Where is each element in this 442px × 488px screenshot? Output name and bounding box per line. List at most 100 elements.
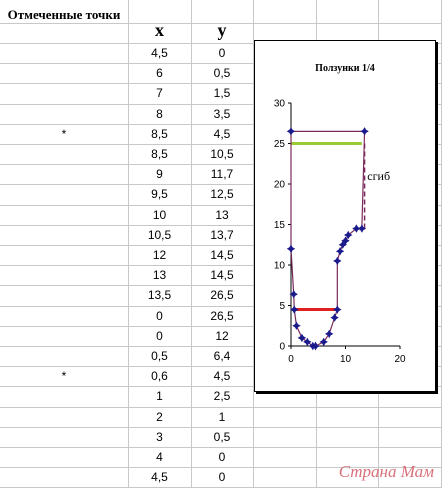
data-point bbox=[344, 230, 353, 240]
y-tick-label: 0 bbox=[279, 342, 285, 353]
grid-row-line bbox=[0, 184, 442, 185]
series-line bbox=[290, 130, 366, 347]
y-cell[interactable]: 12,5 bbox=[210, 187, 234, 201]
x-cell[interactable]: 7 bbox=[156, 86, 163, 100]
x-tick-label: 20 bbox=[394, 354, 406, 365]
x-cell[interactable]: 0 bbox=[156, 309, 163, 323]
grid-column-line bbox=[191, 0, 192, 488]
marked-point-cell[interactable] bbox=[0, 447, 128, 467]
data-point bbox=[286, 244, 296, 253]
marked-point-cell[interactable]: * bbox=[61, 369, 67, 383]
x-cell[interactable]: 1 bbox=[156, 389, 163, 403]
grid-row-line bbox=[0, 306, 442, 307]
marked-point-cell[interactable] bbox=[0, 285, 128, 305]
y-cell[interactable]: 4,5 bbox=[213, 369, 231, 383]
annotation-label: сгиб bbox=[367, 169, 390, 183]
y-cell[interactable]: 13,7 bbox=[210, 228, 234, 242]
y-cell[interactable]: 14,5 bbox=[210, 268, 234, 282]
grid-row-line bbox=[0, 124, 442, 125]
marked-point-cell[interactable] bbox=[0, 306, 128, 326]
data-point bbox=[319, 337, 328, 347]
x-cell[interactable]: 13 bbox=[152, 268, 167, 282]
y-cell[interactable]: 11,7 bbox=[210, 167, 234, 181]
y-cell[interactable]: 0,5 bbox=[213, 66, 231, 80]
x-cell[interactable]: 4,5 bbox=[151, 470, 168, 484]
marked-point-cell[interactable] bbox=[0, 467, 128, 487]
x-cell[interactable]: 6 bbox=[156, 66, 163, 80]
x-cell[interactable]: 4,5 bbox=[151, 46, 168, 60]
x-tick-label: 10 bbox=[340, 354, 352, 365]
marked-point-cell[interactable] bbox=[0, 205, 128, 225]
watermark: Страна Мам bbox=[338, 462, 434, 481]
marked-point-cell[interactable] bbox=[0, 83, 128, 103]
marked-point-cell[interactable] bbox=[0, 265, 128, 285]
y-cell[interactable]: 6,4 bbox=[213, 349, 231, 363]
x-cell[interactable]: 8 bbox=[156, 107, 163, 121]
y-cell[interactable]: 1,5 bbox=[213, 86, 231, 100]
marked-point-cell[interactable] bbox=[0, 326, 128, 346]
x-cell[interactable]: 10 bbox=[152, 208, 167, 222]
y-cell[interactable]: 4,5 bbox=[213, 127, 231, 141]
y-tick-label: 25 bbox=[274, 139, 286, 150]
data-point bbox=[333, 305, 342, 314]
marked-point-cell[interactable] bbox=[0, 104, 128, 124]
x-cell[interactable]: 2 bbox=[156, 410, 163, 424]
y-cell[interactable]: 10,5 bbox=[210, 147, 234, 161]
data-point bbox=[360, 127, 369, 136]
y-cell[interactable]: 2,5 bbox=[213, 389, 231, 403]
header-marked-points: Отмеченные точки bbox=[7, 7, 121, 22]
x-cell[interactable]: 10,5 bbox=[147, 228, 172, 242]
grid-row-line bbox=[0, 225, 442, 226]
marked-point-cell[interactable] bbox=[0, 164, 128, 184]
x-cell[interactable]: 0,5 bbox=[151, 349, 168, 363]
marked-point-cell[interactable]: * bbox=[61, 127, 67, 141]
data-point bbox=[341, 236, 350, 245]
chart-title: Ползунки 1/4 bbox=[315, 63, 375, 74]
x-cell[interactable]: 3 bbox=[156, 430, 163, 444]
y-cell[interactable]: 0 bbox=[218, 450, 226, 464]
marked-point-cell[interactable] bbox=[0, 225, 128, 245]
y-cell[interactable]: 3,5 bbox=[213, 107, 231, 121]
data-point bbox=[286, 127, 296, 136]
y-tick-label: 15 bbox=[274, 220, 286, 231]
y-cell[interactable]: 0 bbox=[218, 470, 226, 484]
grid-row-line bbox=[0, 467, 442, 468]
marked-point-cell[interactable] bbox=[0, 63, 128, 83]
y-cell[interactable]: 12 bbox=[215, 329, 229, 343]
marked-point-cell[interactable] bbox=[0, 407, 128, 427]
marked-point-cell[interactable] bbox=[0, 144, 128, 164]
marked-point-cell[interactable] bbox=[0, 184, 128, 204]
chart-panel[interactable]: Ползунки 1/4 0 5 10 15 20 25 30 0 10 20 сгиб bbox=[254, 40, 436, 392]
grid-row-line bbox=[0, 407, 442, 408]
grid-row-line bbox=[0, 43, 442, 44]
grid-row-line bbox=[0, 104, 442, 105]
y-cell[interactable]: 1 bbox=[218, 410, 226, 424]
y-cell[interactable]: 13 bbox=[215, 208, 229, 222]
x-cell[interactable]: 8,5 bbox=[151, 127, 168, 141]
header-y: y bbox=[217, 20, 227, 40]
y-cell[interactable]: 0 bbox=[218, 46, 226, 60]
x-cell[interactable]: 9,5 bbox=[151, 187, 168, 201]
x-cell[interactable]: 8,5 bbox=[151, 147, 168, 161]
x-cell[interactable]: 12 bbox=[152, 248, 167, 262]
marked-point-cell[interactable] bbox=[0, 386, 128, 406]
grid-row-line bbox=[0, 326, 442, 327]
y-cell[interactable]: 26,5 bbox=[210, 309, 234, 323]
grid-row-line bbox=[0, 63, 442, 64]
x-cell[interactable]: 0 bbox=[156, 329, 163, 343]
marked-point-cell[interactable] bbox=[0, 427, 128, 447]
grid-row-line bbox=[0, 144, 442, 145]
grid-row-line bbox=[0, 366, 442, 367]
marked-point-cell[interactable] bbox=[0, 43, 128, 63]
x-cell[interactable]: 13,5 bbox=[147, 288, 172, 302]
y-cell[interactable]: 0,5 bbox=[213, 430, 231, 444]
grid-row-line bbox=[0, 285, 442, 286]
y-cell[interactable]: 26,5 bbox=[210, 288, 234, 302]
x-cell[interactable]: 4 bbox=[156, 450, 163, 464]
y-cell[interactable]: 14,5 bbox=[210, 248, 234, 262]
x-cell[interactable]: 0,6 bbox=[151, 369, 168, 383]
marked-point-cell[interactable] bbox=[0, 346, 128, 366]
x-cell[interactable]: 9 bbox=[156, 167, 163, 181]
grid-row-line bbox=[0, 386, 442, 387]
marked-point-cell[interactable] bbox=[0, 245, 128, 265]
